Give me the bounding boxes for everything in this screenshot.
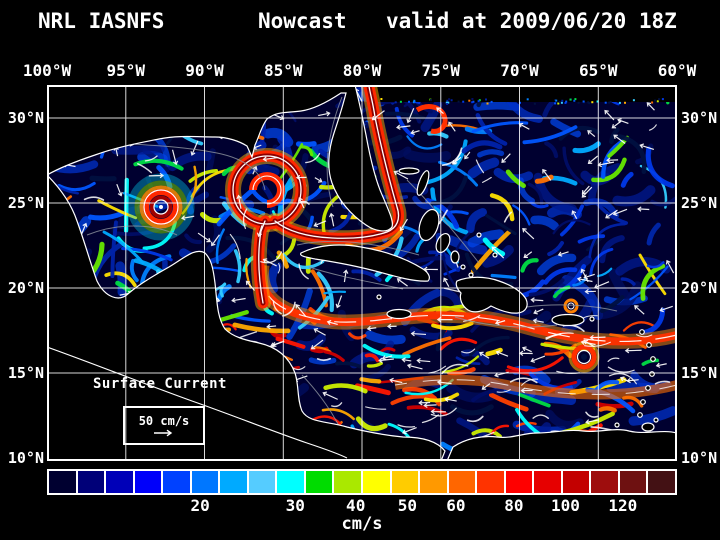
colorbar-cell (562, 471, 590, 493)
vector-scale-label: 50 cm/s (138, 413, 190, 428)
lat-label-right: 30°N (681, 109, 718, 127)
lat-label-left: 20°N (7, 279, 44, 297)
lon-label: 80°W (342, 61, 382, 80)
lon-label: 100°W (22, 61, 72, 80)
lon-label: 70°W (500, 61, 539, 80)
colorbar-tick-label: 20 (190, 496, 210, 515)
colorbar-cell (363, 471, 390, 493)
colorbar-cell (619, 471, 647, 493)
colorbar-tick-label: 120 (608, 496, 638, 515)
surface-current-map (47, 85, 677, 461)
colorbar-cell (134, 471, 162, 493)
colorbar-cell (477, 471, 504, 493)
colorbar-tick-label: 40 (346, 496, 366, 515)
product-name: Nowcast (258, 9, 347, 33)
lat-label-right: 10°N (681, 449, 718, 467)
colorbar-tick-label: 100 (551, 496, 580, 515)
colorbar-cell (191, 471, 219, 493)
colorbar-cell (334, 471, 362, 493)
lon-label: 95°W (106, 61, 146, 80)
colorbar-cell (106, 471, 133, 493)
colorbar-cell (505, 471, 533, 493)
colorbar-cell (391, 471, 419, 493)
model-name: NRL IASNFS (38, 9, 165, 33)
colorbar-cell (534, 471, 561, 493)
lon-label: 75°W (421, 61, 461, 80)
colorbar-cell (420, 471, 447, 493)
colorbar-unit: cm/s (341, 514, 383, 534)
colorbar-cell (591, 471, 618, 493)
lon-label: 85°W (263, 61, 303, 80)
vector-scale-arrow-icon (154, 429, 173, 436)
colorbar-cell (220, 471, 247, 493)
colorbar-cell (305, 471, 333, 493)
lon-label: 60°W (657, 61, 697, 80)
colorbar-cell (49, 471, 76, 493)
lat-label-left: 15°N (7, 364, 44, 382)
colorbar-cell (163, 471, 190, 493)
colorbar-cell (277, 471, 304, 493)
colorbar-cell (648, 471, 676, 493)
lat-label-left: 10°N (7, 449, 44, 467)
lat-label-right: 15°N (681, 364, 718, 382)
colorbar-tick-label: 80 (504, 496, 524, 515)
lon-label: 90°W (185, 61, 224, 80)
lon-label: 65°W (578, 61, 618, 80)
colorbar-cell (248, 471, 276, 493)
lat-label-left: 25°N (7, 194, 44, 212)
speed-colorbar (47, 469, 677, 495)
colorbar-cell (77, 471, 105, 493)
lat-label-left: 30°N (7, 109, 44, 127)
lat-label-right: 25°N (681, 194, 718, 212)
valid-time: valid at 2009/06/20 18Z (386, 9, 677, 33)
colorbar-cell (448, 471, 476, 493)
colorbar-tick-label: 60 (446, 496, 466, 515)
vector-scale-box: 50 cm/s (123, 406, 205, 445)
colorbar-tick-label: 50 (397, 496, 417, 515)
colorbar-tick-label: 30 (285, 496, 305, 515)
lat-label-right: 20°N (681, 279, 718, 297)
map-annotation: Surface Current (93, 376, 227, 392)
